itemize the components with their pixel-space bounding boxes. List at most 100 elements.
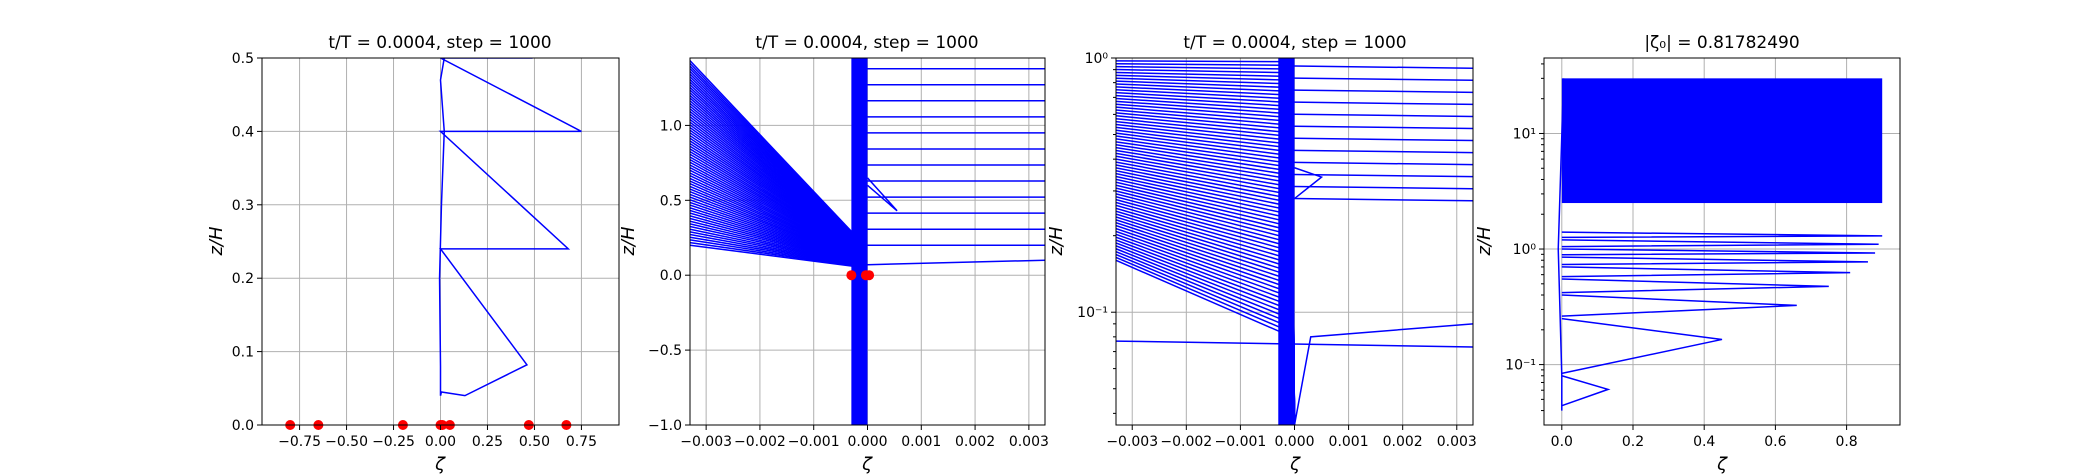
streak-line xyxy=(1294,137,1473,142)
y-tick-label: 0.5 xyxy=(660,193,682,209)
y-tick-label: 0.4 xyxy=(232,124,254,140)
zigzag-line xyxy=(1561,256,1868,266)
x-tick-label: −0.002 xyxy=(734,434,786,450)
y-tick-label: −0.5 xyxy=(648,343,682,359)
series-line-streak-b xyxy=(1293,323,1473,425)
fan-line xyxy=(1116,248,1296,425)
panel-1: −0.75 −0.50 −0.25 0.00 0.25 0.50 0.75 0.0 0.1 0.2… xyxy=(206,33,620,475)
panel-4-xlabel: ζ xyxy=(1716,454,1728,475)
panel-3: −0.003 −0.002 −0.001 0.000 0.001 0.002 0.003 10… xyxy=(1046,33,1477,475)
panel-3-ylabel: z/H xyxy=(1046,226,1067,257)
x-tick-label: −0.003 xyxy=(680,434,732,450)
panel-2-xlabel: ζ xyxy=(861,454,873,475)
x-tick-label: 0.25 xyxy=(472,434,503,450)
streak-line xyxy=(1294,113,1473,118)
y-tick-label: 0.2 xyxy=(232,271,254,287)
y-tick-label: 0.1 xyxy=(232,345,254,361)
zigzag-line xyxy=(1561,317,1723,375)
panel-4: 0.0 0.2 0.4 0.6 0.8 10⁻¹ 10⁰ 10¹ |ζ₀| = 0.81782… xyxy=(1474,33,1901,475)
x-tick-label: 0.002 xyxy=(1383,434,1423,450)
panel-1-ticks: −0.75 −0.50 −0.25 0.00 0.25 0.50 0.75 0.0 0.1 0.2… xyxy=(232,51,597,450)
dense-band xyxy=(851,58,868,425)
x-tick-label: −0.001 xyxy=(1215,434,1267,450)
streak-line xyxy=(1294,185,1473,190)
x-tick-label: −0.50 xyxy=(325,434,368,450)
streak-line xyxy=(1294,173,1473,178)
streak-line xyxy=(1294,161,1473,166)
zigzag-line xyxy=(1561,375,1611,407)
x-tick-label: 0.0 xyxy=(1551,434,1573,450)
panel-1-ylabel: z/H xyxy=(206,226,227,257)
streak-line xyxy=(1294,89,1473,94)
panel-4-curves xyxy=(1557,78,1883,411)
fan-line xyxy=(1116,141,1296,425)
marker-point xyxy=(846,270,857,281)
panel-2-ylabel: z/H xyxy=(618,226,639,257)
streak-line xyxy=(1294,149,1473,154)
x-tick-label: −0.75 xyxy=(278,434,321,450)
x-tick-label: 0.75 xyxy=(566,434,597,450)
zigzag-line xyxy=(1561,294,1797,317)
marker-point xyxy=(864,270,875,281)
near-zero-line xyxy=(1557,78,1565,411)
zigzag-line xyxy=(1561,266,1851,278)
series-line-zigzag xyxy=(438,58,582,397)
streak-line xyxy=(1294,77,1473,82)
x-tick-label: −0.001 xyxy=(788,434,840,450)
panel-2-markers xyxy=(846,270,875,281)
series-line-near-zero xyxy=(438,58,446,396)
x-tick-label: −0.002 xyxy=(1160,434,1212,450)
panel-1-curves xyxy=(438,58,582,397)
x-tick-label: 0.6 xyxy=(1764,434,1786,450)
panel-4-ylabel: z/H xyxy=(1474,226,1495,257)
x-tick-label: 0.000 xyxy=(847,434,887,450)
zigzag-line xyxy=(1561,248,1876,256)
x-tick-label: 0.000 xyxy=(1274,434,1314,450)
y-tick-label: 0.3 xyxy=(232,198,254,214)
panel-2-curves xyxy=(690,58,1045,425)
x-tick-label: 0.002 xyxy=(955,434,995,450)
series-line-streak-a xyxy=(867,259,1045,266)
y-tick-label: 1.0 xyxy=(660,118,682,134)
panel-3-curves xyxy=(1116,58,1473,425)
streak-line xyxy=(1294,197,1473,202)
streak-line xyxy=(1294,101,1473,106)
y-tick-label: 0.5 xyxy=(232,51,254,67)
panel-3-title: t/T = 0.0004, step = 1000 xyxy=(1183,33,1406,53)
y-tick-label: 10⁰ xyxy=(1513,242,1537,258)
dense-band xyxy=(1278,58,1295,425)
dense-envelope xyxy=(1561,78,1883,204)
streak-line xyxy=(1294,125,1473,130)
zigzag-line xyxy=(1561,231,1883,239)
x-tick-label: 0.001 xyxy=(1329,434,1369,450)
x-tick-label: 0.2 xyxy=(1622,434,1644,450)
y-tick-label: 10⁻¹ xyxy=(1505,358,1536,374)
series-line-streak-b xyxy=(866,177,898,212)
panel-3-ticks: −0.003 −0.002 −0.001 0.000 0.001 0.002 0.003 10… xyxy=(1077,51,1477,450)
panel-3-xlabel: ζ xyxy=(1289,454,1301,475)
panel-2-ticks: −0.003 −0.002 −0.001 0.000 0.001 0.002 0.003 −1… xyxy=(648,118,1049,450)
x-tick-label: 0.50 xyxy=(519,434,550,450)
zigzag-line xyxy=(1561,239,1879,248)
panel-4-frame xyxy=(1543,57,1901,426)
x-tick-label: 0.003 xyxy=(1437,434,1477,450)
x-tick-label: −0.25 xyxy=(372,434,415,450)
panel-4-title: |ζ₀| = 0.81782490 xyxy=(1644,33,1799,53)
y-tick-label: 10⁰ xyxy=(1085,51,1109,67)
x-tick-label: 0.8 xyxy=(1835,434,1857,450)
panel-2: −0.003 −0.002 −0.001 0.000 0.001 0.002 0.003 −1… xyxy=(618,33,1049,475)
panel-4-ticks: 0.0 0.2 0.4 0.6 0.8 10⁻¹ 10⁰ 10¹ xyxy=(1505,63,1858,450)
x-tick-label: 0.001 xyxy=(901,434,941,450)
y-tick-label: −1.0 xyxy=(648,418,682,434)
series-line-streak-a xyxy=(1116,340,1473,348)
streak-line xyxy=(1294,65,1473,70)
zigzag-line xyxy=(1561,278,1829,294)
fan-line xyxy=(1116,224,1296,425)
panel-1-title: t/T = 0.0004, step = 1000 xyxy=(328,33,551,53)
x-tick-label: 0.4 xyxy=(1693,434,1715,450)
y-tick-label: 0.0 xyxy=(660,268,682,284)
y-tick-label: 0.0 xyxy=(232,418,254,434)
x-tick-label: 0.00 xyxy=(425,434,456,450)
x-tick-label: −0.003 xyxy=(1106,434,1158,450)
